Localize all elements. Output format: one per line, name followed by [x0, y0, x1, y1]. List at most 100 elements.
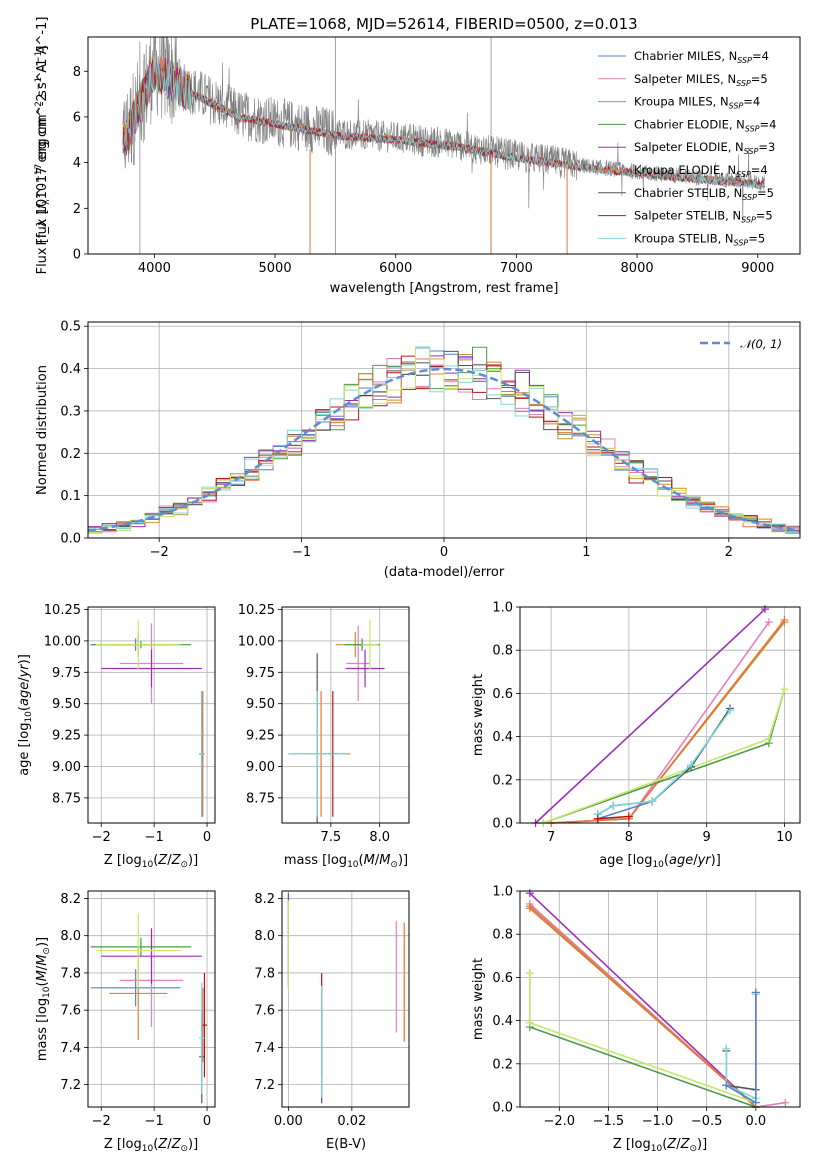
- age_vs_Z-ytick-label: 10.00: [44, 634, 81, 649]
- weight_vs_Z-xtick-label: −2.0: [544, 1114, 576, 1129]
- mass_vs_ebv-frame: [281, 890, 410, 1108]
- mass_vs_Z-ytick-label: 7.6: [60, 1004, 81, 1019]
- age_vs_Z-xlabel: Z [log10(Z/Z⊙)]: [104, 853, 198, 870]
- age_vs_mass-ytick-label: 9.75: [246, 666, 275, 681]
- age_vs_mass-xtick-label: 8.0: [369, 830, 390, 845]
- weight_vs_age-ylabel: mass weight: [471, 674, 486, 756]
- weight-marker-salpeter_elodie: [761, 605, 769, 614]
- weight_vs_Z-xtick-label: −1.0: [642, 1114, 674, 1129]
- weight_vs_Z-ytick-label: 0.8: [492, 928, 513, 943]
- weight-line-chabrier_elodie: [543, 688, 786, 824]
- residuals-ylabel: Normed distribution: [35, 365, 50, 495]
- age_vs_mass-ytick-label: 9.25: [246, 729, 275, 744]
- legend-label-chabrier_elodie: Chabrier ELODIE, NSSP=4: [634, 117, 776, 133]
- weight-marker-extra_green: [764, 734, 773, 743]
- spectrum-xtick-label: 9000: [741, 261, 774, 276]
- spectrum-title: PLATE=1068, MJD=52614, FIBERID=0500, z=0…: [250, 15, 637, 33]
- weight_vs_Z-ytick-label: 0.2: [492, 1057, 513, 1072]
- weight-line-salpeter_miles: [551, 621, 770, 824]
- legend-label-salpeter_miles: Salpeter MILES, NSSP=5: [634, 72, 768, 88]
- model-spectrum-line-kroupa_stelib: [122, 51, 765, 190]
- weight_vs_Z-frame: [519, 890, 801, 1108]
- weight-marker-kroupa_stelib: [722, 1044, 731, 1053]
- spectrum-plot-area: [122, 37, 766, 254]
- age_vs_mass-ytick-label: 10.25: [238, 603, 275, 618]
- mass_vs_Z-plot-area: [90, 913, 208, 1104]
- histogram-extra_green: [88, 346, 800, 534]
- age_vs_mass-ytick-label: 9.50: [246, 697, 275, 712]
- spectrum-ytick-label: 8: [73, 65, 81, 80]
- weight-marker-salpeter_elodie: [525, 889, 534, 898]
- age_vs_Z-ytick-label: 9.00: [52, 760, 81, 775]
- weight_vs_Z-plot-area: [525, 889, 790, 1111]
- weight-marker-kroupa_stelib: [648, 797, 657, 806]
- histogram-chabrier_stelib: [88, 350, 800, 533]
- mass_vs_Z-ytick-label: 7.2: [60, 1078, 81, 1093]
- residuals-ytick-label: 0.5: [60, 320, 81, 335]
- age_vs_Z-plot-area: [90, 619, 205, 817]
- weight-line-salpeter_stelib: [597, 815, 629, 820]
- weight-marker-salpeter_stelib: [593, 814, 602, 823]
- weight_vs_age-axes: 7 8 9 10 0.0 0.2 0.4 0.6 0.8 1.0: [492, 601, 800, 845]
- mass_vs_ebv-axes: 0.00 0.02 7.2 7.4 7.6 7.8 8.0 8.2: [254, 891, 409, 1129]
- weight_vs_age-ytick-label: 0.4: [492, 730, 513, 745]
- age_vs_Z-xtick-label: −1: [145, 830, 164, 845]
- weight_vs_age-xtick-label: 9: [703, 830, 711, 845]
- age_vs_Z-xtick-label: −2: [92, 830, 111, 845]
- weight_vs_age-xlabel: age [log10(age/yr)]: [599, 853, 721, 870]
- weight_vs_Z-xlabel: Z [log10(Z/Z⊙)]: [613, 1137, 707, 1154]
- weight-marker-salpeter_miles: [764, 618, 773, 627]
- weight_vs_age-ytick-label: 0.8: [492, 644, 513, 659]
- spectrum-legend: Chabrier MILES, NSSP=4 Salpeter MILES, NS…: [598, 49, 776, 247]
- mass_vs_Z-xtick-label: −2: [92, 1114, 111, 1129]
- age_vs_Z-xtick-label: 0: [203, 830, 211, 845]
- weight_vs_age-xtick-label: 8: [625, 830, 633, 845]
- weight-marker-chabrier_miles: [722, 1081, 731, 1090]
- weight-line-salpeter_elodie: [535, 608, 766, 824]
- residuals-frame: [87, 321, 801, 539]
- weight_vs_Z-xtick-label: −0.5: [691, 1114, 723, 1129]
- weight_vs_Z-xtick-label: 0.0: [745, 1114, 766, 1129]
- weight-line-chabrier_elodie: [529, 973, 757, 1108]
- age_vs_mass-axes: 7.5 8.0 8.75 9.00 9.25 9.50 9.75 10.00 10.25: [238, 603, 409, 845]
- age_vs_Z-ytick-label: 9.75: [52, 666, 81, 681]
- weight-marker-kroupa_stelib: [687, 760, 696, 769]
- age_vs_Z-ytick-label: 9.50: [52, 697, 81, 712]
- mass_vs_ebv-xlabel: E(B-V): [326, 1137, 366, 1152]
- residuals-xtick-label: 2: [725, 545, 733, 560]
- spectrum-ytick-label: 2: [73, 202, 81, 217]
- spectrum-xtick-label: 7000: [500, 261, 533, 276]
- weight_vs_age-ytick-label: 1.0: [492, 601, 513, 616]
- mass_vs_Z-frame: [87, 890, 216, 1108]
- age_vs_Z-axes: −2 −1 0 8.75 9.00 9.25 9.50 9.75 10.00 10.25: [44, 603, 215, 845]
- weight_vs_Z-ytick-label: 0.0: [492, 1101, 513, 1116]
- weight-line-kroupa_miles: [551, 621, 786, 824]
- weight_vs_age-plot-area: [531, 605, 789, 827]
- age_vs_Z-ytick-label: 9.25: [52, 729, 81, 744]
- residuals-xtick-label: 0: [440, 545, 448, 560]
- weight-marker-chabrier_miles: [751, 988, 760, 997]
- mass_vs_ebv-plot-area: [287, 892, 405, 1104]
- mass_vs_Z-xtick-label: −1: [145, 1114, 164, 1129]
- legend-label-kroupa_elodie: Kroupa ELODIE, NSSP=4: [634, 163, 768, 179]
- weight_vs_age-ytick-label: 0.0: [492, 817, 513, 832]
- weight_vs_Z-axes: −2.0 −1.5 −1.0 −0.5 0.0 0.0 0.2 0.4 0.6 0.8 1.0: [492, 885, 800, 1129]
- mass_vs_Z-ytick-label: 8.0: [60, 929, 81, 944]
- legend-label-salpeter_elodie: Salpeter ELODIE, NSSP=3: [634, 140, 775, 156]
- weight-marker-chabrier_miles: [751, 1098, 760, 1107]
- mass_vs_Z-ytick-label: 7.8: [60, 966, 81, 981]
- weight-marker-extra_green: [780, 685, 789, 694]
- weight-line-salpeter_elodie: [529, 892, 757, 1108]
- weight_vs_Z-xtick-label: −1.5: [593, 1114, 625, 1129]
- weight-marker-kroupa_elodie: [525, 904, 534, 913]
- spectrum-ytick-label: 0: [73, 248, 81, 263]
- age_vs_mass-xlabel: mass [log10(M/M⊙)]: [284, 853, 408, 870]
- spectrum-xtick-label: 4000: [138, 261, 171, 276]
- spectrum-xlabel: wavelength [Angstrom, rest frame]: [330, 281, 559, 296]
- residuals-plot-area: [88, 346, 800, 534]
- mass_vs_ebv-ytick-label: 8.2: [254, 892, 275, 907]
- mass_vs_ebv-ytick-label: 7.6: [254, 1004, 275, 1019]
- spectrum-ylabel: Flux [f_λ 10^-17 erg cm^-2 s^-1 A^-1]: [35, 17, 50, 275]
- residuals-ytick-label: 0.4: [60, 362, 81, 377]
